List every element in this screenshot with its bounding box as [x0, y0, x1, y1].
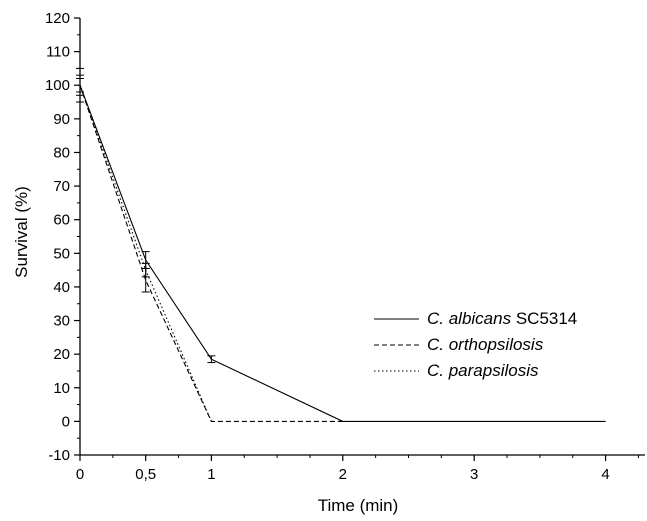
y-tick-label: 10 — [53, 380, 70, 397]
y-tick-label: -10 — [48, 447, 70, 464]
y-tick-label: 90 — [53, 111, 70, 128]
x-tick-label: 1 — [207, 466, 215, 483]
x-tick-label: 2 — [339, 466, 347, 483]
y-tick-label: 100 — [45, 77, 70, 94]
legend-label-3: C. parapsilosis — [427, 361, 539, 380]
y-tick-label: 0 — [62, 413, 70, 430]
series-3 — [76, 78, 212, 422]
x-tick-label: 3 — [470, 466, 478, 483]
y-tick-label: 60 — [53, 212, 70, 229]
y-tick-label: 40 — [53, 279, 70, 296]
y-tick-label: 70 — [53, 178, 70, 195]
y-tick-label: 50 — [53, 245, 70, 262]
legend-label-1: C. albicans SC5314 — [427, 309, 577, 328]
y-tick-label: 120 — [45, 10, 70, 27]
series-layer — [76, 67, 606, 422]
plot-frame — [79, 18, 645, 456]
y-tick-label: 110 — [46, 44, 70, 61]
y-axis: -10 0 10 20 30 40 50 60 70 80 90 100 110 120 — [45, 10, 80, 464]
y-tick-label: 30 — [53, 313, 70, 330]
y-tick-label: 20 — [53, 346, 70, 363]
legend: C. albicans SC5314 C. orthopsilosis C. par… — [374, 309, 577, 380]
legend-label-2: C. orthopsilosis — [427, 335, 544, 354]
series-2 — [76, 67, 343, 422]
series-line — [79, 85, 343, 422]
y-tick-label: 80 — [53, 144, 70, 161]
x-tick-label: 4 — [601, 466, 609, 483]
x-axis-title: Time (min) — [318, 496, 399, 515]
x-tick-label: 0,5 — [135, 466, 156, 483]
y-axis-title: Survival (%) — [12, 186, 31, 278]
x-axis: 0 0,5 1 2 3 4 — [76, 455, 639, 483]
x-tick-label: 0 — [76, 466, 84, 483]
